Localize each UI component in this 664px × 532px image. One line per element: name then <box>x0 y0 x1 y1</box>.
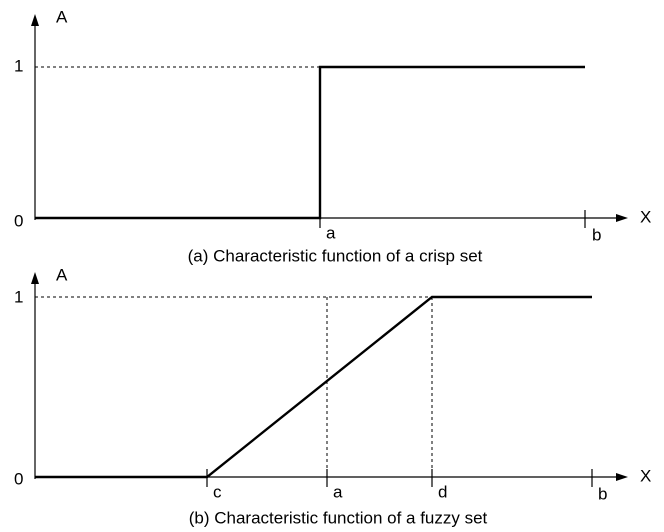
crisp-function <box>35 65 585 220</box>
y-label: A <box>56 265 68 284</box>
x-point: a <box>333 482 343 501</box>
x-point: b <box>598 484 607 503</box>
fuzzy-function <box>35 295 592 479</box>
x-point: a <box>326 223 336 242</box>
x-point: d <box>438 482 447 501</box>
y-arrow <box>31 14 39 26</box>
x-point: b <box>592 225 601 244</box>
y-label: A <box>56 7 68 26</box>
y-tick: 1 <box>14 287 23 306</box>
x-arrow <box>616 473 628 481</box>
y-arrow <box>31 272 39 284</box>
y-tick: 1 <box>14 56 23 75</box>
x-label: X <box>640 466 651 485</box>
x-label: X <box>640 207 651 226</box>
x-point: c <box>213 482 222 501</box>
caption: (b) Characteristic function of a fuzzy s… <box>189 508 488 527</box>
panel-a: A 1 0 a b X (a) Characteristic function … <box>14 7 651 265</box>
y-tick: 0 <box>14 211 23 230</box>
x-arrow <box>616 214 628 222</box>
caption: (a) Characteristic function of a crisp s… <box>188 246 483 265</box>
panel-b: A 1 0 c a d b X (b) Characteristic funct… <box>14 265 651 527</box>
y-tick: 0 <box>14 469 23 488</box>
